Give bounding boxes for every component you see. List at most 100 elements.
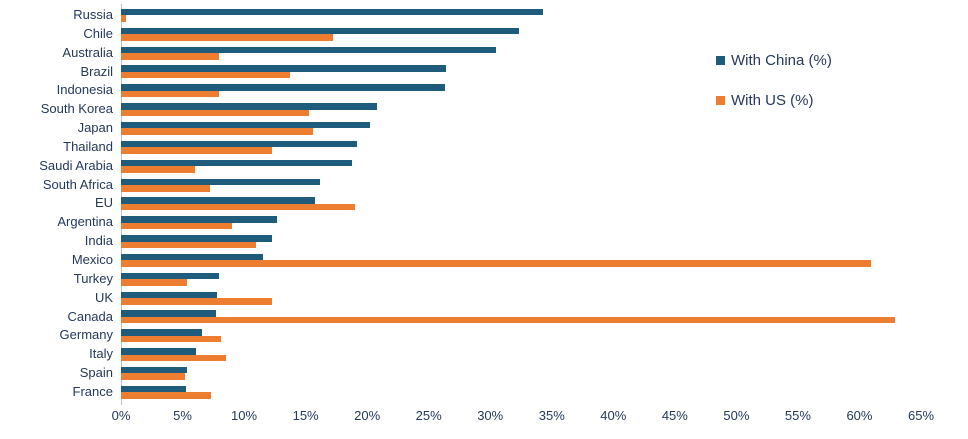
x-tick-label: 0% [111, 408, 131, 423]
chart-row: Mexico [0, 251, 921, 270]
chart-row: Brazil [0, 63, 921, 82]
category-label: Canada [67, 308, 113, 324]
bar-group [121, 232, 921, 251]
category-label: Argentina [57, 214, 113, 230]
chart-row: South Africa [0, 176, 921, 195]
x-tick-label: 10% [231, 408, 258, 423]
bar-us [121, 147, 273, 154]
category-label: Brazil [80, 63, 113, 79]
category-label: Mexico [71, 251, 113, 267]
bar-china [121, 235, 273, 242]
us-series-swatch-icon [716, 95, 725, 105]
bar-china [121, 159, 353, 167]
chart-row: EU [0, 194, 921, 213]
legend-label-us: With US (%) [731, 91, 814, 109]
bar-us [121, 392, 211, 399]
chart-row: Australia [0, 44, 921, 63]
category-label: Italy [89, 346, 113, 362]
bar-group [121, 100, 921, 119]
bar-china [121, 329, 203, 336]
category-label: India [84, 233, 113, 249]
x-tick-label: 50% [723, 408, 750, 423]
bar-us [121, 185, 210, 192]
category-label: Indonesia [56, 82, 113, 98]
bar-china [121, 178, 321, 186]
bar-group [121, 157, 921, 176]
chart-row: Spain [0, 364, 921, 383]
bar-group [121, 364, 921, 383]
bar-us [121, 279, 188, 286]
x-axis: 0% 5% 10% 15% 20% 25% 30% 35% 40% 45% 50% 55% 60% 65% [112, 408, 934, 430]
bar-us [121, 335, 221, 343]
bar-us [121, 15, 126, 22]
x-tick-label: 60% [846, 408, 873, 423]
x-tick-label: 35% [538, 408, 565, 423]
category-label: South Korea [40, 101, 113, 117]
x-tick-label: 55% [784, 408, 811, 423]
category-label: Chile [83, 25, 113, 41]
chart-row: Indonesia [0, 81, 921, 100]
category-label: South Africa [42, 176, 113, 192]
bar-china [121, 8, 544, 16]
bar-china [121, 121, 370, 129]
chart-row: Chile [0, 25, 921, 44]
chart-row: Saudi Arabia [0, 157, 921, 176]
bar-china [121, 65, 446, 72]
bar-group [121, 6, 921, 25]
bar-group [121, 289, 921, 308]
bar-group [121, 44, 921, 63]
x-tick-label: 30% [477, 408, 504, 423]
bar-group [121, 270, 921, 289]
bar-group [121, 119, 921, 138]
bar-china [121, 253, 263, 261]
bar-us [121, 316, 896, 324]
bar-group [121, 194, 921, 213]
category-label: EU [94, 195, 113, 211]
x-tick-label: 25% [415, 408, 442, 423]
legend-item-us: With US (%) [716, 91, 832, 109]
chart-row: Japan [0, 119, 921, 138]
x-tick-label: 15% [292, 408, 319, 423]
bar-china [121, 84, 445, 91]
bar-group [121, 308, 921, 327]
chart-row: France [0, 383, 921, 402]
bar-us [121, 53, 220, 60]
bar-us [121, 90, 220, 98]
bar-us [121, 260, 871, 267]
legend-label-china: With China (%) [731, 51, 832, 69]
bar-group [121, 345, 921, 364]
bar-us [121, 241, 257, 249]
chart-row: UK [0, 289, 921, 308]
chart-row: Italy [0, 345, 921, 364]
bar-group [121, 81, 921, 100]
category-label: UK [94, 289, 113, 305]
chart-rows: Russia Chile Australia Brazil Indonesia South… [0, 6, 921, 402]
x-tick-label: 65% [907, 408, 935, 423]
x-tick-label: 40% [600, 408, 627, 423]
category-label: Japan [77, 120, 113, 136]
bar-china [121, 216, 278, 223]
chart-row: Germany [0, 326, 921, 345]
bar-group [121, 251, 921, 270]
bar-us [121, 373, 185, 380]
category-label: Russia [73, 7, 113, 22]
bar-group [121, 383, 921, 402]
bar-china [121, 27, 519, 35]
legend-item-china: With China (%) [716, 51, 832, 69]
bar-group [121, 176, 921, 195]
x-tick-label: 20% [354, 408, 381, 423]
chart-row: South Korea [0, 100, 921, 119]
bar-us [121, 128, 313, 135]
chart-row: Thailand [0, 138, 921, 157]
category-label: Spain [79, 365, 113, 381]
chart-row: Argentina [0, 213, 921, 232]
bar-us [121, 166, 195, 173]
bar-china [121, 366, 188, 374]
x-tick-label: 45% [661, 408, 688, 423]
bar-china [121, 272, 220, 280]
chart-row: Turkey [0, 270, 921, 289]
bar-us [121, 298, 273, 305]
category-label: France [72, 383, 113, 399]
bar-china [121, 291, 217, 299]
